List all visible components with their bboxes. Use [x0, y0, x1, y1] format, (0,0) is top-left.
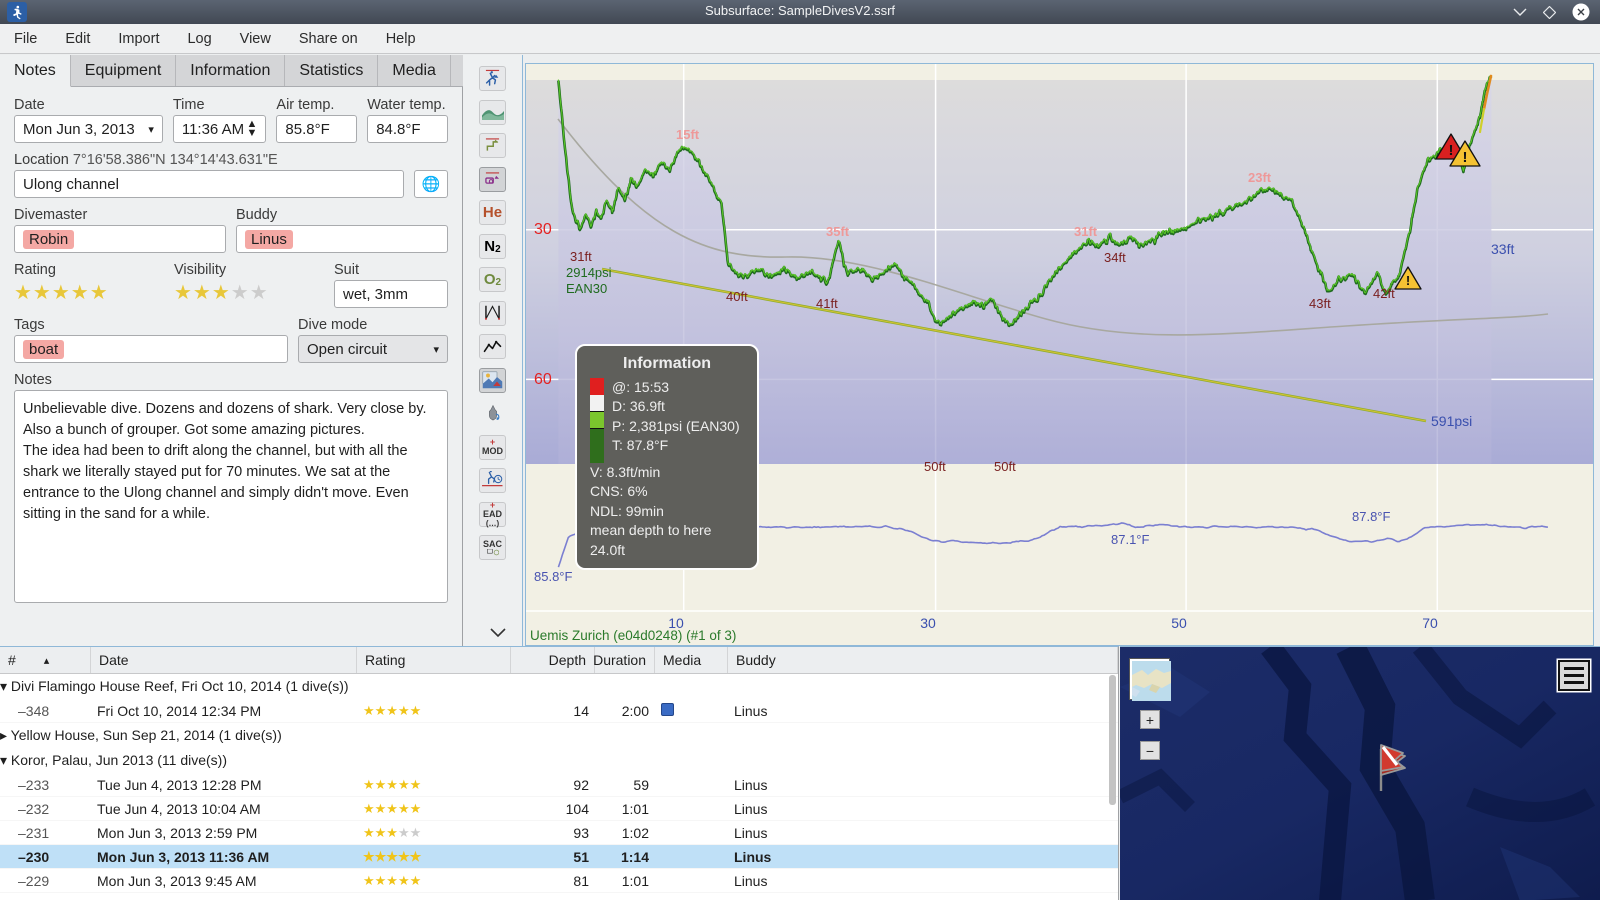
svg-text:30: 30 [920, 615, 936, 631]
svg-text:50: 50 [1171, 615, 1187, 631]
svg-text:50ft: 50ft [924, 459, 946, 474]
svg-text:87.1°F: 87.1°F [1111, 532, 1150, 547]
svg-text:85.8°F: 85.8°F [534, 569, 573, 584]
svg-text:EAN30: EAN30 [566, 281, 607, 296]
svg-text:23ft: 23ft [1248, 170, 1272, 185]
svg-text:591psi: 591psi [1431, 413, 1472, 429]
svg-text:87.8°F: 87.8°F [1352, 509, 1391, 524]
svg-text:15ft: 15ft [676, 127, 700, 142]
svg-text:50ft: 50ft [994, 459, 1016, 474]
svg-text:42ft: 42ft [1373, 286, 1395, 301]
svg-text:60: 60 [534, 371, 552, 388]
svg-text:2914psi: 2914psi [566, 265, 612, 280]
svg-text:70: 70 [1422, 615, 1438, 631]
svg-text:43ft: 43ft [1309, 296, 1331, 311]
svg-text:31ft: 31ft [570, 249, 592, 264]
svg-text:41ft: 41ft [816, 296, 838, 311]
svg-text:!: ! [1406, 273, 1410, 288]
svg-text:!: ! [1463, 149, 1468, 166]
svg-text:33ft: 33ft [1491, 241, 1514, 257]
svg-text:31ft: 31ft [1074, 224, 1098, 239]
svg-text:40ft: 40ft [726, 289, 748, 304]
svg-text:30: 30 [534, 221, 552, 238]
svg-text:34ft: 34ft [1104, 250, 1126, 265]
svg-text:35ft: 35ft [826, 224, 850, 239]
